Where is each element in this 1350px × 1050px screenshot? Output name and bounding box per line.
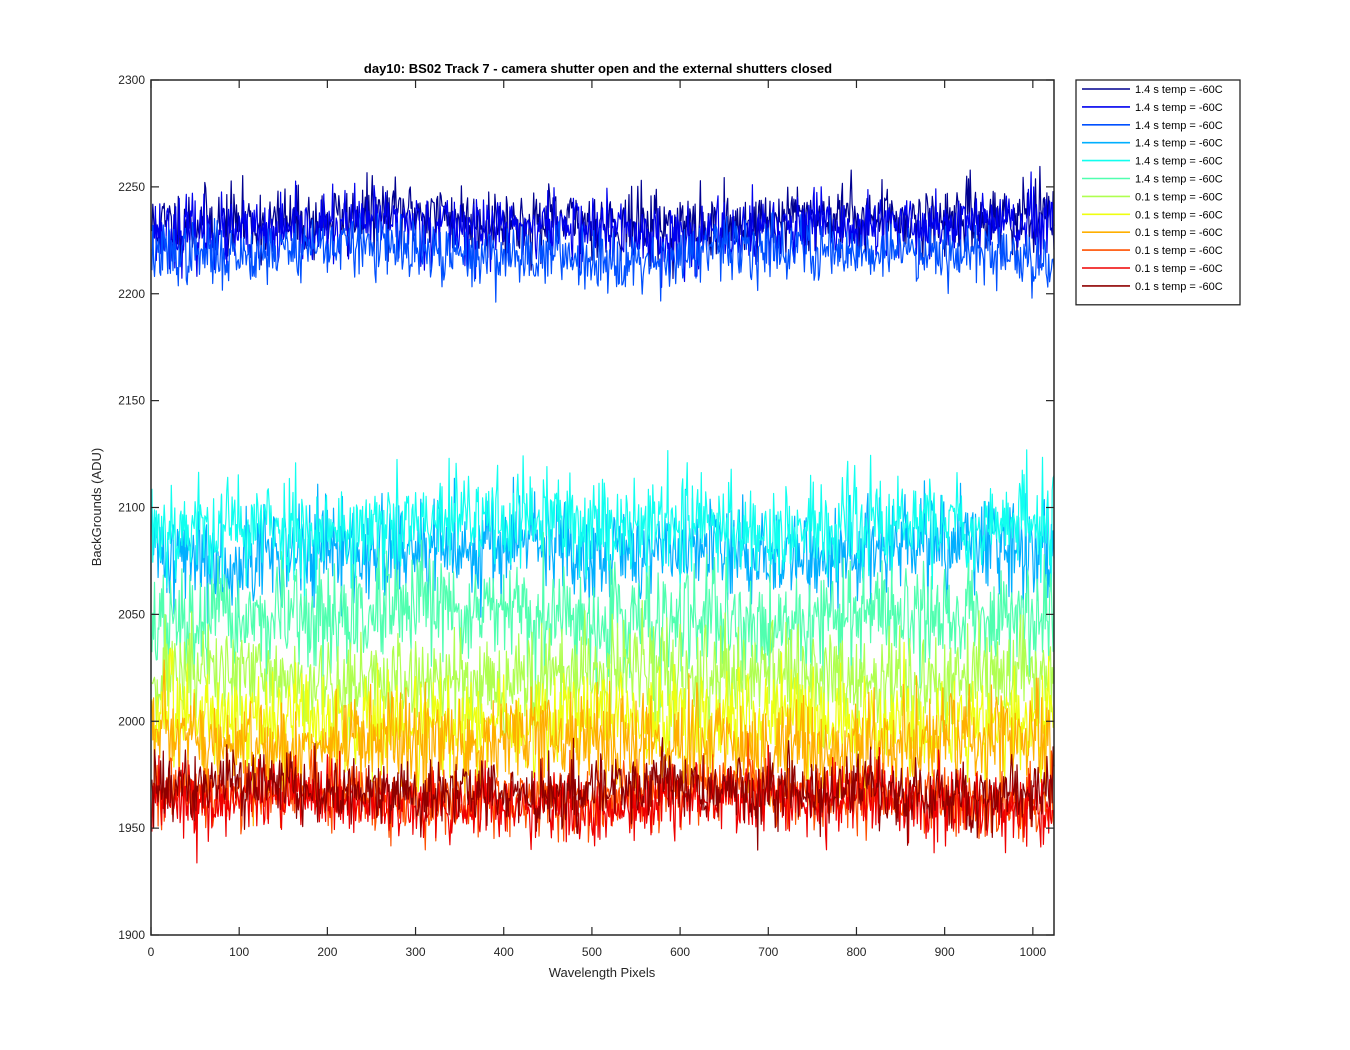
legend-entry-label: 0.1 s temp = -60C — [1135, 281, 1223, 293]
series-line-9 — [151, 659, 1055, 827]
legend-entry-label: 1.4 s temp = -60C — [1135, 156, 1223, 168]
x-tick-label: 900 — [935, 945, 955, 959]
y-axis: 1900 1950 2000 2050 2100 2150 2200 2250 2300 — [118, 73, 1054, 942]
x-axis: 0 100 200 300 400 500 600 700 800 900 1000 — [148, 80, 1047, 959]
legend-entry-label: 0.1 s temp = -60C — [1135, 191, 1223, 203]
legend: 1.4 s temp = -60C 1.4 s temp = -60C 1.4 s … — [1075, 79, 1241, 306]
series-line-3 — [151, 211, 1055, 303]
x-tick-label: 600 — [670, 945, 690, 959]
series-line-8 — [151, 641, 1055, 806]
x-tick-label: 400 — [494, 945, 514, 959]
x-axis-label: Wavelength Pixels — [549, 965, 656, 980]
x-tick-label: 1000 — [1019, 945, 1046, 959]
x-tick-label: 0 — [148, 945, 155, 959]
series-layer — [151, 165, 1055, 864]
x-tick-label: 500 — [582, 945, 602, 959]
y-tick-label: 1950 — [118, 821, 145, 835]
series-line-5 — [151, 449, 1055, 602]
legend-entry-label: 1.4 s temp = -60C — [1135, 84, 1223, 96]
y-tick-label: 2200 — [118, 287, 145, 301]
y-tick-label: 1900 — [118, 928, 145, 942]
legend-entry-label: 1.4 s temp = -60C — [1135, 102, 1223, 114]
y-tick-label: 2000 — [118, 714, 145, 728]
y-tick-label: 2100 — [118, 501, 145, 515]
x-tick-label: 300 — [406, 945, 426, 959]
x-tick-label: 200 — [317, 945, 337, 959]
series-line-12 — [151, 737, 1055, 851]
y-tick-label: 2150 — [118, 394, 145, 408]
x-tick-label: 100 — [229, 945, 249, 959]
legend-entry-label: 0.1 s temp = -60C — [1135, 227, 1223, 239]
y-tick-label: 2050 — [118, 607, 145, 621]
legend-entry-label: 1.4 s temp = -60C — [1135, 120, 1223, 132]
y-axis-label: BackGrounds (ADU) — [89, 448, 104, 566]
x-tick-label: 800 — [846, 945, 866, 959]
legend-entry-label: 1.4 s temp = -60C — [1135, 138, 1223, 150]
chart-title: day10: BS02 Track 7 - camera shutter ope… — [364, 61, 832, 76]
legend-entry-label: 0.1 s temp = -60C — [1135, 245, 1223, 257]
x-tick-label: 700 — [758, 945, 778, 959]
y-tick-label: 2300 — [118, 73, 145, 87]
series-line-6 — [151, 532, 1055, 708]
legend-entry-label: 0.1 s temp = -60C — [1135, 209, 1223, 221]
legend-entry-label: 0.1 s temp = -60C — [1135, 263, 1223, 275]
legend-entry-label: 1.4 s temp = -60C — [1135, 174, 1223, 186]
y-tick-label: 2250 — [118, 180, 145, 194]
series-line-4 — [151, 476, 1055, 624]
